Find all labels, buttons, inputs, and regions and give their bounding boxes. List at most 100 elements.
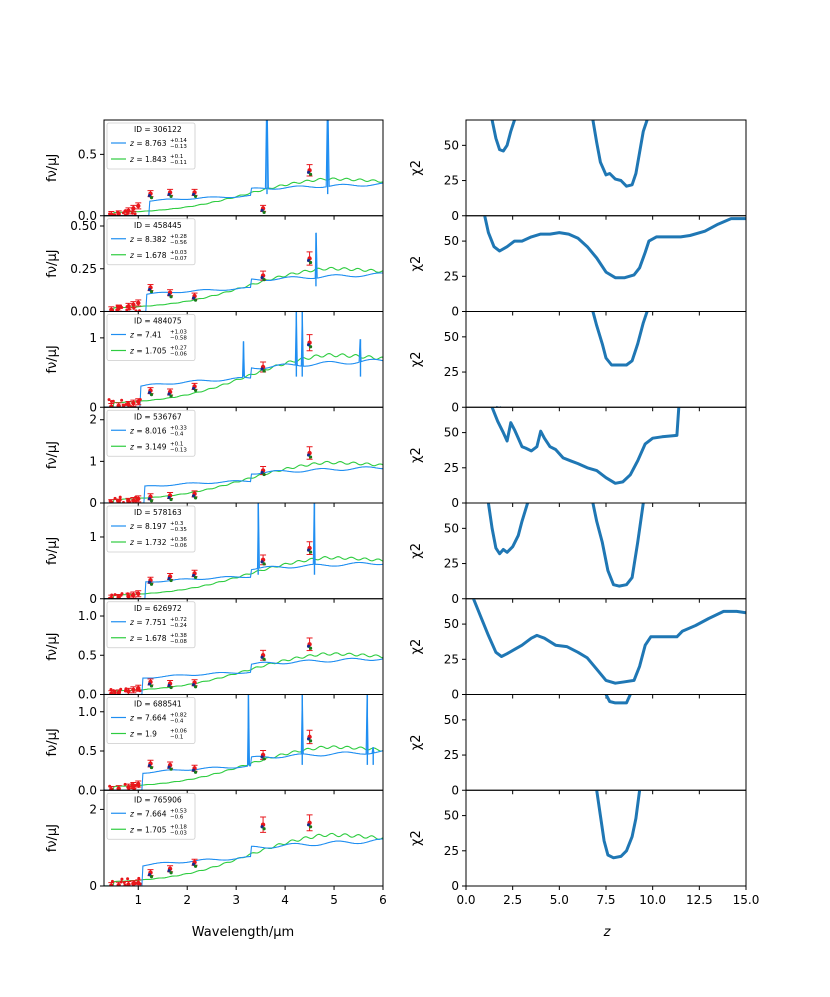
chi2-ytick-label: 50 — [444, 426, 459, 440]
model-photometry-high-z — [167, 192, 171, 197]
chi2-column: 0 25 50 χ2 0 25 50 χ2 0 25 50 χ2 0 25 50 χ2 0 25 50 χ2 0 25 50… — [409, 119, 759, 907]
model-photometry-low-z — [149, 582, 154, 586]
obs-point-faint — [116, 594, 120, 598]
chi2-ytick-label: 50 — [444, 713, 459, 727]
model-photometry-high-z — [260, 470, 264, 475]
model-photometry-high-z — [306, 170, 311, 174]
chi2-curve — [595, 790, 642, 860]
obs-point-faint — [134, 495, 138, 499]
legend-z2-lower-err: −0.06 — [170, 352, 187, 358]
obs-point — [109, 883, 114, 886]
legend-z2-upper-err: +0.1 — [170, 154, 183, 160]
legend-z2-upper-err: +0.06 — [170, 729, 187, 735]
low-z-model-line — [104, 177, 383, 216]
legend-z2-lower-err: −0.08 — [170, 639, 187, 645]
obs-point-faint — [115, 304, 119, 308]
legend: ID = 306122 z = 8.763 +0.14−0.13z = 1.843 +… — [106, 122, 196, 170]
model-photometry-low-z — [169, 194, 173, 199]
obs-point — [116, 403, 121, 408]
ytick-label: 0.0 — [78, 783, 97, 797]
chi2-xtick-label: 5.0 — [550, 893, 569, 907]
model-photometry-low-z — [193, 194, 198, 199]
model-photometry-low-z — [169, 685, 173, 690]
obs-point-faint — [138, 882, 142, 886]
legend-box — [106, 218, 196, 266]
ytick-label: 0 — [89, 496, 97, 510]
legend-z1-upper-err: +0.3 — [170, 521, 184, 527]
legend-id: ID = 578163 — [134, 508, 182, 517]
model-photometry-low-z — [262, 277, 266, 282]
obs-point-faint — [113, 496, 117, 500]
legend-box — [106, 697, 196, 744]
obs-point-faint — [113, 689, 117, 693]
obs-point-faint — [123, 213, 127, 216]
xtick-label: 1 — [134, 893, 142, 907]
obs-point-faint — [115, 308, 119, 312]
low-z-model-line — [104, 460, 383, 503]
model-photometry-high-z — [191, 296, 196, 300]
legend-box — [106, 122, 196, 170]
chi2-frame — [465, 694, 747, 791]
obs-point-faint — [132, 306, 136, 310]
sed-ylabel: fν/μJ — [45, 249, 60, 277]
chi2-ytick-label: 0 — [451, 592, 459, 606]
chi2-ytick-label: 25 — [444, 748, 459, 762]
legend-z2-upper-err: +0.27 — [170, 346, 187, 352]
model-photometry-high-z — [306, 453, 311, 457]
model-photometry-high-z — [147, 287, 152, 292]
legend-z2-upper-err: +0.36 — [170, 537, 187, 543]
model-photometry-low-z — [308, 550, 313, 554]
chi2-curve — [490, 407, 681, 485]
model-photometry-low-z — [308, 825, 313, 829]
chi2-ytick-label: 25 — [444, 365, 459, 379]
chi2-xtick-label: 12.5 — [686, 893, 713, 907]
high-z-model-line — [104, 120, 383, 216]
chi2-ytick-label: 25 — [444, 557, 459, 571]
model-photometry-low-z — [169, 394, 173, 398]
legend-z2-upper-err: +0.03 — [170, 250, 187, 256]
chi-xlabel: z — [603, 925, 612, 940]
chi2-panel-4: 0 25 50 χ2 — [409, 502, 747, 606]
obs-point-faint — [126, 212, 130, 216]
legend-z1-value: z = 7.664 — [129, 809, 167, 818]
obs-point — [109, 691, 114, 695]
ytick-label: 2 — [89, 413, 97, 427]
model-photometry-low-z — [149, 499, 154, 503]
chi2-ytick-label: 25 — [444, 461, 459, 475]
chi2-curve — [472, 598, 746, 685]
model-photometry-low-z — [149, 392, 154, 397]
sed-ylabel: fν/μJ — [45, 441, 60, 469]
legend-z2-lower-err: −0.06 — [170, 543, 187, 549]
obs-point — [109, 404, 114, 408]
model-photometry-high-z — [306, 258, 311, 263]
model-photometry-low-z — [308, 455, 313, 459]
model-photometry-low-z — [308, 739, 313, 743]
model-photometry-high-z — [147, 497, 152, 501]
obs-point-faint — [108, 212, 112, 216]
chi2-ylabel: χ2 — [409, 543, 424, 559]
model-photometry-low-z — [262, 562, 266, 566]
legend-z2-value: z = 1.843 — [129, 155, 167, 164]
legend-z1-upper-err: +0.14 — [170, 138, 187, 144]
obs-point-faint — [108, 784, 112, 788]
model-photometry-high-z — [306, 823, 311, 827]
chi2-curve — [495, 311, 649, 408]
obs-point — [126, 689, 131, 694]
chi2-panel-5: 0 25 50 χ2 — [409, 598, 747, 702]
model-photometry-low-z — [308, 172, 313, 176]
obs-point-faint — [131, 592, 135, 596]
chi2-panel-0: 0 25 50 χ2 — [409, 119, 747, 223]
xtick-label: 6 — [379, 893, 387, 907]
obs-point-faint — [123, 883, 127, 886]
model-photometry-low-z — [169, 871, 173, 875]
model-photometry-low-z — [262, 657, 266, 661]
chi2-ylabel: χ2 — [409, 351, 424, 367]
ytick-label: 2 — [89, 802, 97, 816]
model-photometry-high-z — [191, 683, 196, 687]
model-photometry-high-z — [306, 343, 311, 347]
obs-point-faint — [126, 498, 130, 502]
obs-point-faint — [127, 304, 131, 308]
model-photometry-high-z — [306, 737, 311, 741]
